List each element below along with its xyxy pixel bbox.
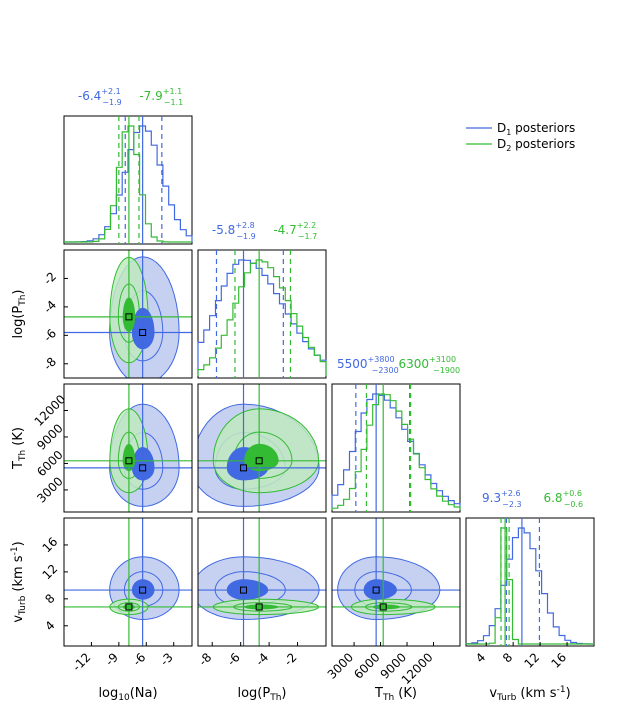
contour-core-series-1 — [363, 579, 397, 600]
panel-contents — [64, 250, 192, 378]
x-axis-label-v: vTurb (km s-1) — [489, 685, 570, 703]
y-tick-label-v: 8 — [42, 591, 57, 606]
x-axis-label-t: TTh (K) — [374, 686, 417, 703]
y-tick-label-p: -8 — [41, 355, 59, 373]
panel-na-vs-p — [63, 249, 193, 379]
posterior-summary-p-series-1: -5.8+2.8 −1.9 — [212, 221, 256, 241]
median-marker-series-1 — [139, 586, 147, 594]
y-axis-label-p: log(PTh) — [11, 289, 28, 338]
panel-p-vs-t — [197, 383, 327, 513]
histogram-p-series-1 — [197, 259, 327, 376]
x-axis-label-na: log10(Na) — [98, 686, 157, 703]
x-tick-label-na: -9 — [103, 650, 121, 668]
panel-p-vs-v — [197, 517, 327, 647]
posterior-summary-t-series-1: 5500+3800 −2300 — [337, 355, 399, 375]
diag-panel-t: 5500+3800 −2300 6300+3100 −1900 — [331, 355, 461, 513]
x-tick-label-v: 8 — [500, 650, 515, 665]
diag-panel-p: -5.8+2.8 −1.9 -4.7+2.2 −1.7 — [197, 221, 327, 379]
median-marker-series-2 — [255, 603, 263, 611]
y-axis-label-v: vTurb (km s-1) — [10, 541, 28, 622]
y-tick-label-p: -2 — [41, 269, 59, 287]
panel-contents — [64, 384, 192, 512]
posterior-summary-t-series-2: 6300+3100 −1900 — [398, 355, 460, 375]
median-marker-series-1 — [240, 464, 248, 472]
x-tick-label-na: -12 — [70, 650, 94, 674]
panel-frame — [63, 249, 193, 379]
x-tick-label-t: 3000 — [325, 650, 356, 681]
histogram-na-series-1 — [64, 125, 193, 243]
histogram-na-series-2 — [64, 125, 192, 243]
panel-t-vs-v — [331, 517, 461, 647]
legend-label-series-1: D1 posteriors — [497, 121, 575, 137]
panel-contents — [64, 518, 192, 646]
x-tick-label-p: -6 — [224, 650, 242, 668]
posterior-summary-na-series-1: -6.4+2.1 −1.9 — [78, 87, 122, 107]
x-axis-label-p: log(PTh) — [237, 686, 286, 703]
y-tick-label-t: 12000 — [32, 392, 69, 429]
panel-frame — [63, 383, 193, 513]
x-tick-label-p: -4 — [253, 650, 271, 668]
median-marker-series-2 — [125, 603, 133, 611]
histogram-t-series-1 — [331, 393, 461, 510]
x-tick-label-v: 16 — [548, 650, 569, 671]
y-tick-label-v: 16 — [40, 535, 61, 556]
y-tick-label-t: 3000 — [34, 474, 65, 505]
y-tick-label-p: -4 — [41, 298, 59, 316]
panel-na-vs-t — [63, 383, 193, 513]
panel-frame — [63, 517, 193, 647]
x-tick-label-t: 6000 — [351, 650, 382, 681]
x-tick-label-v: 4 — [473, 650, 488, 665]
histogram-v-series-1 — [465, 527, 594, 645]
y-tick-label-v: 12 — [40, 562, 61, 583]
median-marker-series-2 — [125, 313, 133, 321]
median-marker-series-1 — [240, 586, 248, 594]
posterior-summary-p-series-2: -4.7+2.2 −1.7 — [273, 221, 317, 241]
legend-label-series-2: D2 posteriors — [497, 137, 575, 153]
x-tick-label-na: -6 — [130, 650, 148, 668]
panels: -6.4+2.1 −1.9 -7.9+1.1 −1.1 -5.8+2.8 −1.9 -4.7… — [10, 87, 595, 703]
posterior-summary-v-series-1: 9.3+2.6 −2.3 — [482, 489, 522, 509]
x-tick-label-na: -3 — [157, 650, 175, 668]
y-tick-label-v: 4 — [42, 618, 57, 633]
y-tick-label-p: -6 — [41, 326, 59, 344]
panel-frame — [63, 115, 193, 245]
median-marker-series-2 — [125, 457, 133, 465]
y-axis-label-t: TTh (K) — [11, 427, 28, 470]
panel-na-vs-v — [63, 517, 193, 647]
median-marker-series-1 — [139, 328, 147, 336]
median-marker-series-2 — [255, 457, 263, 465]
y-tick-label-t: 6000 — [34, 448, 65, 479]
diag-panel-na: -6.4+2.1 −1.9 -7.9+1.1 −1.1 — [63, 87, 193, 245]
posterior-summary-na-series-2: -7.9+1.1 −1.1 — [139, 87, 183, 107]
panel-contents — [332, 518, 460, 646]
x-tick-label-v: 12 — [522, 650, 543, 671]
panel-contents — [198, 518, 326, 646]
histogram-t-series-2 — [331, 393, 461, 510]
histogram-p-series-2 — [197, 259, 327, 376]
x-tick-label-p: -8 — [196, 650, 214, 668]
median-marker-series-1 — [139, 464, 147, 472]
panel-frame — [197, 517, 327, 647]
median-marker-series-1 — [372, 586, 380, 594]
x-tick-label-p: -2 — [281, 650, 299, 668]
panel-contents — [198, 384, 326, 512]
contour-core-series-1 — [226, 579, 269, 600]
panel-frame — [197, 383, 327, 513]
posterior-summary-v-series-2: 6.8+0.6 −0.6 — [543, 489, 583, 509]
panel-frame — [331, 517, 461, 647]
diag-panel-v: 9.3+2.6 −2.3 6.8+0.6 −0.6 — [465, 489, 595, 647]
median-marker-series-2 — [379, 603, 387, 611]
